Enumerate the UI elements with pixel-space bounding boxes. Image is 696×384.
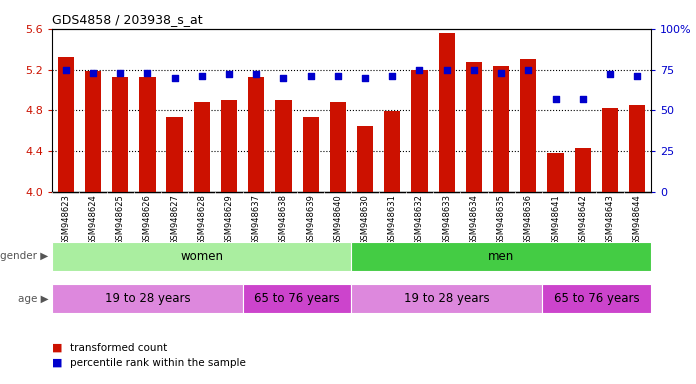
Point (169, 75, 180, 81)
Text: GSM948637: GSM948637 (252, 195, 261, 245)
Text: GSM948626: GSM948626 (143, 195, 152, 245)
Bar (520, 60, 537, 192)
Bar (351, 284, 542, 313)
Point (577, 96, 588, 102)
Text: GSM948639: GSM948639 (306, 195, 315, 245)
Point (332, 73, 343, 79)
Bar (351, 242, 651, 271)
Text: GSM948624: GSM948624 (88, 195, 97, 245)
Bar (276, 100, 292, 192)
Bar (193, 102, 210, 192)
Bar (52, 242, 351, 271)
Text: women: women (180, 250, 223, 263)
Text: GSM948643: GSM948643 (606, 195, 615, 245)
Text: GSM948630: GSM948630 (361, 195, 370, 245)
Text: 65 to 76 years: 65 to 76 years (254, 292, 340, 305)
Text: GSM948644: GSM948644 (633, 195, 642, 245)
Bar (384, 111, 400, 192)
Text: GSM948638: GSM948638 (279, 195, 288, 245)
Text: GSM948632: GSM948632 (415, 195, 424, 245)
Text: age ▶: age ▶ (18, 293, 49, 304)
Text: GSM948628: GSM948628 (198, 195, 206, 245)
Point (631, 73, 642, 79)
Text: GSM948633: GSM948633 (442, 195, 451, 245)
Point (61, 66, 72, 73)
Text: GSM948641: GSM948641 (551, 195, 560, 245)
Bar (411, 70, 427, 192)
Text: GSM948629: GSM948629 (225, 195, 234, 245)
Bar (243, 284, 351, 313)
Text: 19 to 28 years: 19 to 28 years (404, 292, 489, 305)
Point (142, 70, 153, 76)
Point (523, 66, 534, 73)
Text: GSM948636: GSM948636 (524, 195, 533, 245)
Bar (85, 71, 101, 192)
Bar (466, 63, 482, 192)
Text: ■: ■ (52, 358, 63, 368)
Point (468, 66, 480, 73)
Point (550, 96, 561, 102)
Text: percentile rank within the sample: percentile rank within the sample (70, 358, 246, 368)
Bar (493, 66, 509, 192)
Text: transformed count: transformed count (70, 343, 167, 353)
Text: GSM948642: GSM948642 (578, 195, 587, 245)
Point (223, 71, 235, 78)
Point (251, 71, 262, 78)
Bar (112, 77, 128, 192)
Bar (139, 77, 156, 192)
Text: men: men (488, 250, 514, 263)
Bar (438, 33, 455, 192)
Point (496, 70, 507, 76)
Point (604, 71, 615, 78)
Text: gender ▶: gender ▶ (1, 251, 49, 262)
Point (278, 75, 289, 81)
Text: ■: ■ (52, 343, 63, 353)
Text: GDS4858 / 203938_s_at: GDS4858 / 203938_s_at (52, 13, 203, 26)
Text: 65 to 76 years: 65 to 76 years (553, 292, 639, 305)
Text: GSM948627: GSM948627 (170, 195, 179, 245)
Text: GSM948625: GSM948625 (116, 195, 125, 245)
Bar (166, 116, 183, 192)
Point (360, 75, 371, 81)
Bar (357, 126, 373, 192)
Text: GSM948640: GSM948640 (333, 195, 342, 245)
Bar (52, 284, 243, 313)
Text: GSM948623: GSM948623 (61, 195, 70, 245)
Text: GSM948634: GSM948634 (469, 195, 478, 245)
Text: GSM948635: GSM948635 (497, 195, 505, 245)
Bar (629, 105, 645, 192)
Bar (542, 284, 651, 313)
Point (414, 66, 425, 73)
Bar (58, 57, 74, 192)
Point (305, 73, 316, 79)
Text: GSM948631: GSM948631 (388, 195, 397, 245)
Point (88, 70, 99, 76)
Point (196, 73, 207, 79)
Text: 19 to 28 years: 19 to 28 years (104, 292, 190, 305)
Bar (547, 153, 564, 192)
Point (115, 70, 126, 76)
Bar (602, 108, 618, 192)
Bar (575, 148, 591, 192)
Bar (248, 77, 264, 192)
Point (441, 66, 452, 73)
Bar (330, 102, 346, 192)
Bar (221, 100, 237, 192)
Bar (303, 116, 319, 192)
Point (387, 73, 398, 79)
